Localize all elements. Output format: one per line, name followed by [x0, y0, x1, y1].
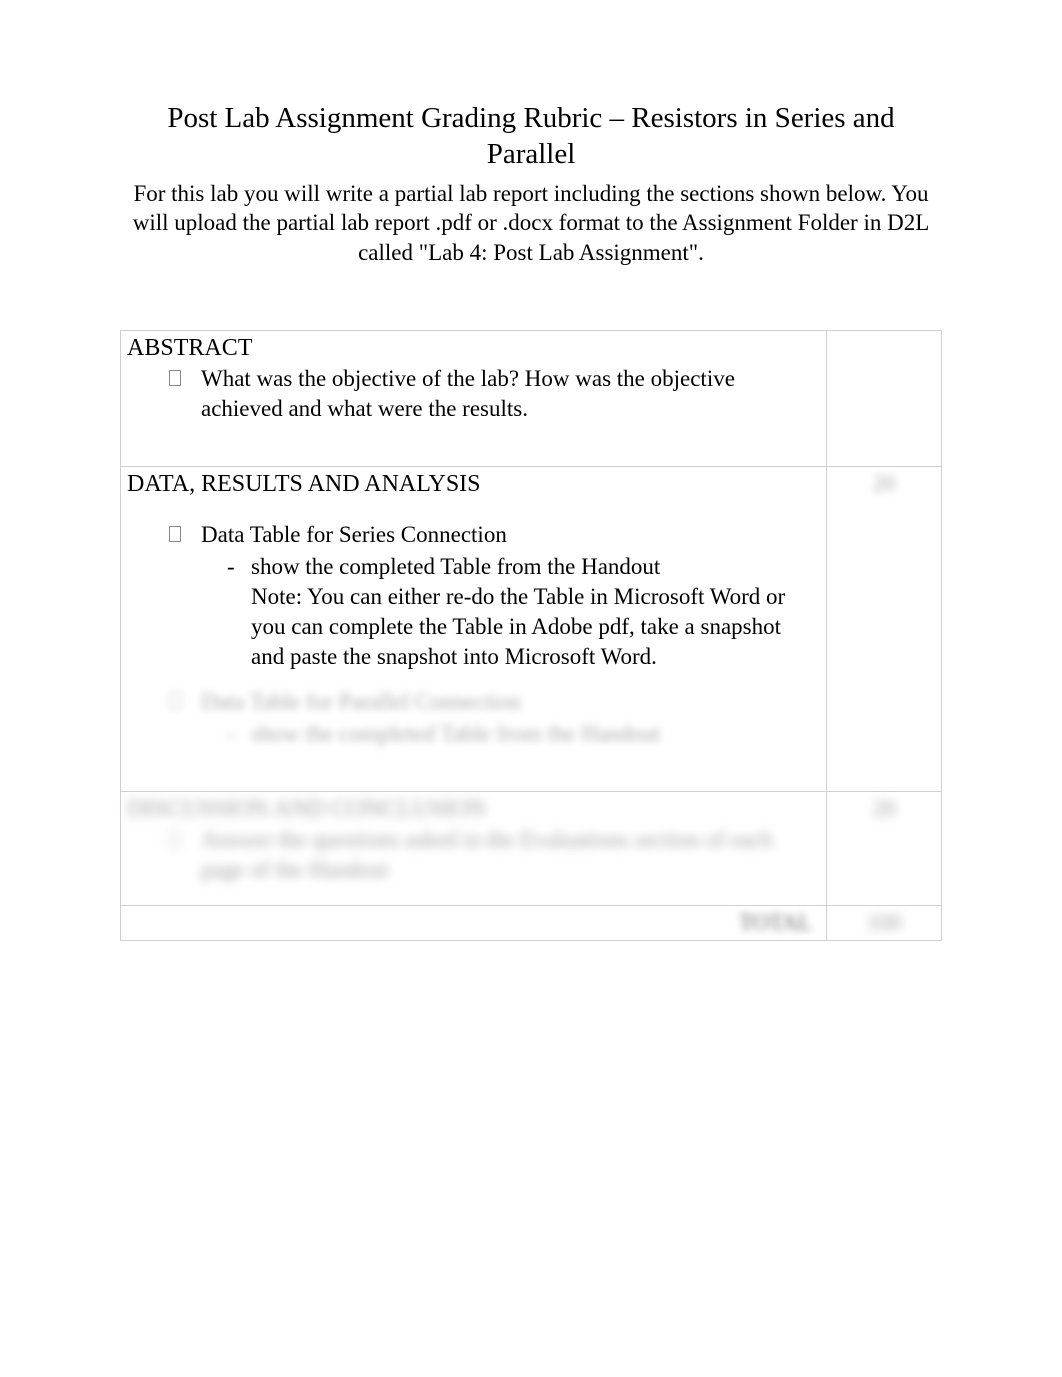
- bullet-text: What was the objective of the lab? How w…: [201, 366, 735, 421]
- total-value: 100: [867, 910, 902, 935]
- note-text: Note: You can either re-do the Table in …: [251, 584, 785, 669]
- sub-text: show the completed Table from the Handou…: [251, 721, 660, 746]
- total-label: TOTAL: [739, 910, 812, 935]
- rubric-cell-main: DISCUSSION AND CONCLUSION Answer the que…: [121, 792, 827, 906]
- sub-item: show the completed Table from the Handou…: [227, 719, 814, 749]
- rubric-cell-points: 20: [827, 792, 942, 906]
- list-item: What was the objective of the lab? How w…: [169, 364, 820, 424]
- section-header-data: DATA, RESULTS AND ANALYSIS: [127, 471, 820, 498]
- bullet-text: Answer the questions asked in the Evalua…: [201, 827, 773, 882]
- table-row: DATA, RESULTS AND ANALYSIS Data Table fo…: [121, 466, 942, 791]
- intro-paragraph: For this lab you will write a partial la…: [120, 179, 942, 269]
- rubric-cell-points: 20: [827, 466, 942, 791]
- points-value: 20: [873, 471, 896, 496]
- bullet-text: Data Table for Series Connection: [201, 522, 507, 547]
- list-item: Data Table for Series Connection show th…: [169, 520, 820, 671]
- rubric-cell-main: ABSTRACT What was the objective of the l…: [121, 331, 827, 467]
- section-header-abstract: ABSTRACT: [127, 335, 820, 362]
- list-item: Data Table for Parallel Connection show …: [169, 687, 820, 749]
- section-header-discussion: DISCUSSION AND CONCLUSION: [127, 796, 820, 823]
- page-title: Post Lab Assignment Grading Rubric – Res…: [120, 100, 942, 173]
- table-row: ABSTRACT What was the objective of the l…: [121, 331, 942, 467]
- bullet-text: Data Table for Parallel Connection: [201, 689, 521, 714]
- table-row: DISCUSSION AND CONCLUSION Answer the que…: [121, 792, 942, 906]
- rubric-cell-main: DATA, RESULTS AND ANALYSIS Data Table fo…: [121, 466, 827, 791]
- sub-text: show the completed Table from the Handou…: [251, 554, 660, 579]
- rubric-cell-points: [827, 331, 942, 467]
- total-points-cell: 100: [827, 905, 942, 940]
- list-item: Answer the questions asked in the Evalua…: [169, 825, 820, 885]
- points-value: 20: [873, 796, 896, 821]
- total-label-cell: TOTAL: [121, 905, 827, 940]
- sub-item: show the completed Table from the Handou…: [227, 552, 814, 672]
- table-row-total: TOTAL 100: [121, 905, 942, 940]
- rubric-table: ABSTRACT What was the objective of the l…: [120, 330, 942, 941]
